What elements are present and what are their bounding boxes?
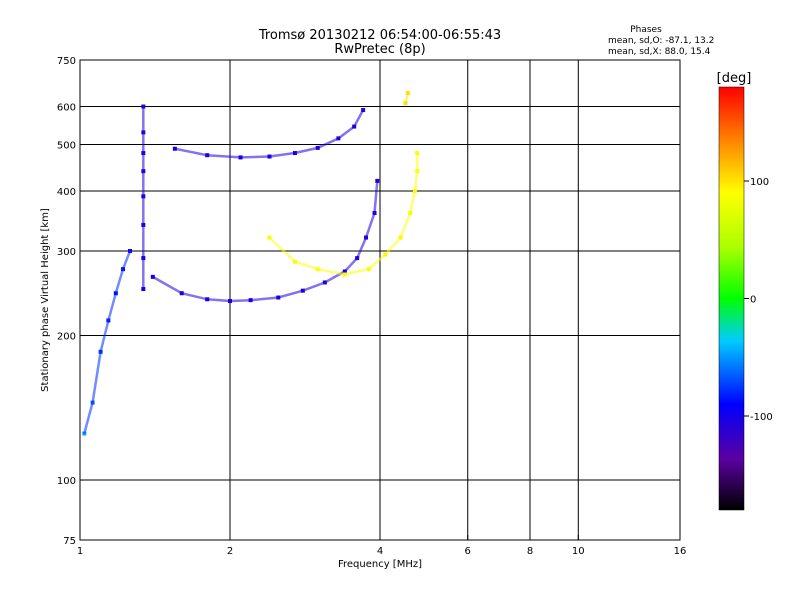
x-tick-label: 16 — [674, 546, 687, 557]
colorbar-tick-label: -100 — [750, 412, 773, 423]
y-tick-label: 750 — [57, 56, 76, 67]
x-tick-label: 10 — [572, 546, 585, 557]
colorbar: [deg] 100 0 -100 — [717, 71, 773, 511]
trace-group — [172, 108, 366, 160]
x-tick-label: 4 — [377, 546, 383, 557]
trace-line — [174, 109, 365, 159]
x-tick-label: 2 — [227, 546, 233, 557]
y-tick-label: 600 — [57, 103, 76, 114]
y-tick-label: 400 — [57, 187, 76, 198]
trace-group — [403, 91, 410, 106]
trace-group — [141, 104, 146, 292]
y-tick-label: 300 — [57, 247, 76, 258]
y-axis-label: Stationary phase Virtual Height [km] — [40, 208, 51, 392]
trace-group — [267, 151, 420, 277]
trace-point — [267, 235, 272, 240]
colorbar-ticks: 100 0 -100 — [744, 177, 773, 423]
trace-point — [141, 287, 146, 292]
data-traces — [82, 91, 420, 436]
trace-point — [375, 178, 380, 183]
colorbar-tick-label: 0 — [750, 295, 756, 306]
stats-header: Phases — [630, 25, 662, 35]
y-tick-label: 100 — [57, 476, 76, 487]
stats-line-o: mean, sd,O: -87.1, 13.2 — [608, 36, 714, 46]
trace-line — [268, 153, 419, 276]
trace-line — [152, 180, 379, 303]
x-tick-label: 8 — [527, 546, 533, 557]
chart-subtitle: RwPretec (8p) — [334, 42, 425, 57]
x-tick-label: 6 — [465, 546, 471, 557]
colorbar-gradient — [718, 86, 745, 511]
grid — [80, 60, 680, 540]
trace-group — [82, 249, 133, 436]
trace-group — [150, 178, 380, 304]
trace-point — [405, 91, 410, 96]
y-tick-label: 75 — [63, 536, 76, 547]
trace-line — [404, 92, 410, 104]
stats-block: Phases mean, sd,O: -87.1, 13.2 mean, sd,… — [608, 25, 714, 57]
trace-line — [83, 250, 132, 434]
y-tick-label: 200 — [57, 332, 76, 343]
x-tick-label: 1 — [77, 546, 83, 557]
title-block: Tromsø 20130212 06:54:00-06:55:43 RwPret… — [258, 28, 501, 57]
colorbar-tick-label: 100 — [750, 177, 769, 188]
axis-ticks: 1 2 4 6 8 10 16 75 100 200 300 400 500 600 750 — [57, 56, 686, 557]
chart-title: Tromsø 20130212 06:54:00-06:55:43 — [258, 28, 501, 43]
x-axis-label: Frequency [MHz] — [338, 559, 422, 570]
y-tick-label: 500 — [57, 141, 76, 152]
stats-line-x: mean, sd,X: 88.0, 15.4 — [608, 47, 711, 57]
colorbar-label: [deg] — [717, 71, 752, 86]
trace-point — [150, 274, 155, 279]
trace-point — [82, 431, 87, 436]
